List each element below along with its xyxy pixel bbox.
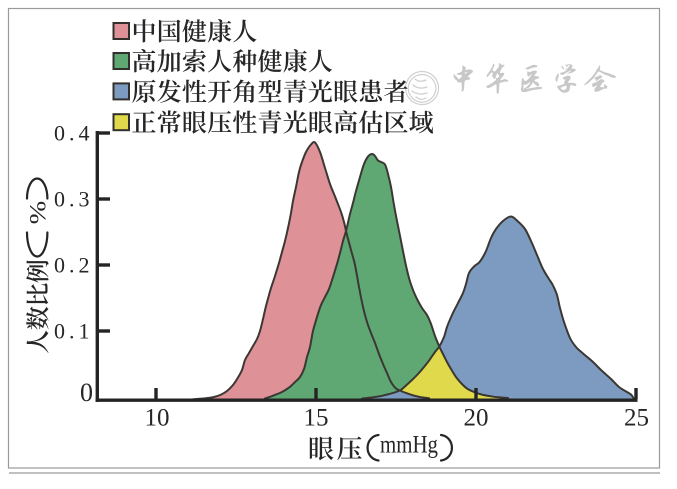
svg-text:0.3: 0.3: [54, 187, 94, 212]
svg-text:15: 15: [304, 405, 329, 432]
svg-text:0.2: 0.2: [54, 253, 94, 278]
svg-text:0: 0: [80, 378, 93, 407]
svg-text:0.4: 0.4: [54, 121, 94, 146]
svg-text:mmHg: mmHg: [380, 432, 438, 459]
svg-text:20: 20: [464, 405, 489, 432]
svg-text:25: 25: [624, 405, 649, 432]
svg-text:10: 10: [145, 405, 170, 432]
svg-text:0.1: 0.1: [54, 319, 94, 344]
svg-text:%: %: [26, 201, 51, 225]
